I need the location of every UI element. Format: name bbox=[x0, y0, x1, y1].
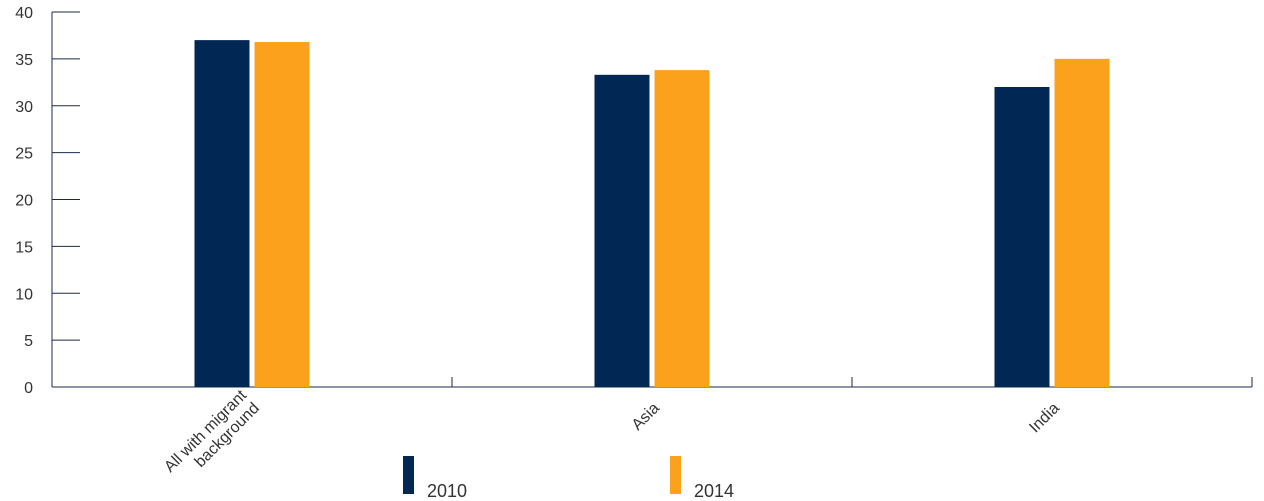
legend-swatch-2010 bbox=[403, 456, 414, 494]
bar-2014 bbox=[654, 70, 710, 387]
chart-legend: 2010 2014 bbox=[403, 456, 734, 501]
bar-2014 bbox=[254, 42, 310, 387]
bar-2010 bbox=[594, 74, 650, 387]
legend-label: 2010 bbox=[427, 481, 467, 501]
y-tick-label: 35 bbox=[15, 52, 33, 69]
y-tick-label: 30 bbox=[15, 99, 33, 116]
bar-2010 bbox=[994, 87, 1050, 387]
y-tick-label: 15 bbox=[15, 239, 33, 256]
legend-label: 2014 bbox=[694, 481, 734, 501]
y-tick-label: 0 bbox=[24, 380, 33, 397]
bar-2010 bbox=[194, 40, 250, 387]
legend-swatch-2014 bbox=[670, 456, 681, 494]
bar-2014 bbox=[1054, 58, 1110, 387]
y-tick-label: 5 bbox=[24, 333, 33, 350]
chart-axes: 0 5 10 15 20 25 30 35 40 bbox=[15, 5, 1253, 397]
x-category-label: India bbox=[1026, 400, 1063, 437]
y-tick-label: 25 bbox=[15, 146, 33, 163]
x-category-label-line: Asia bbox=[629, 400, 663, 434]
y-tick-label: 40 bbox=[15, 5, 33, 22]
y-tick-label: 10 bbox=[15, 286, 33, 303]
y-tick-label: 20 bbox=[15, 193, 33, 210]
chart-bars bbox=[194, 40, 1110, 387]
x-category-label: Asia bbox=[629, 400, 663, 434]
x-category-label-line: India bbox=[1026, 400, 1063, 437]
